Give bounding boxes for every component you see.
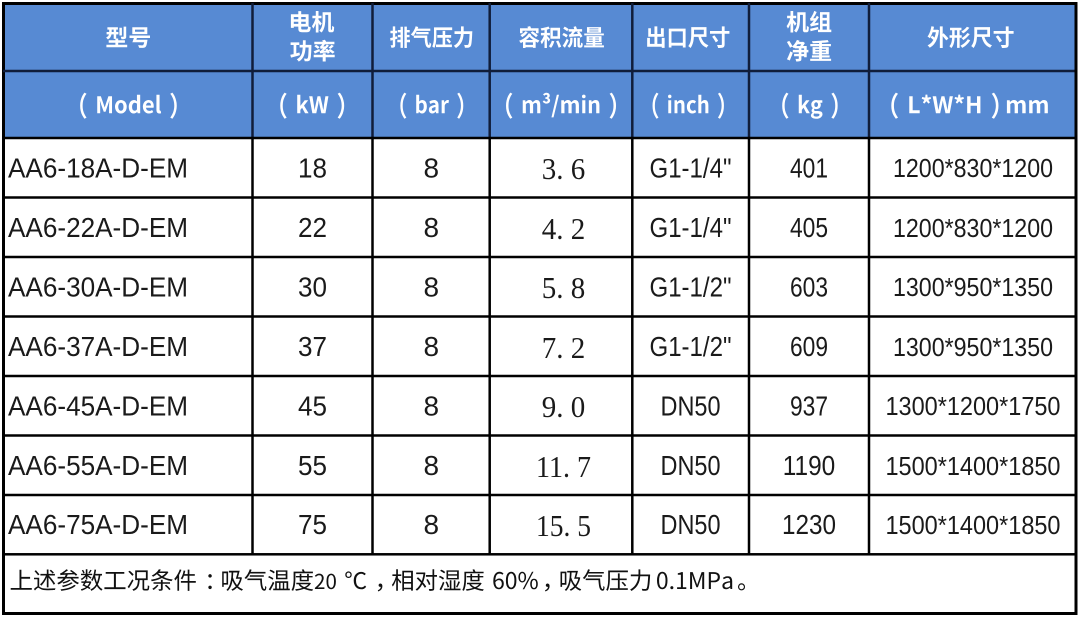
svg-text:1200*830*1200: 1200*830*1200 [893, 213, 1053, 243]
svg-text:8: 8 [423, 212, 439, 243]
svg-text:3. 6: 3. 6 [542, 151, 586, 186]
svg-text:15. 5: 15. 5 [536, 508, 591, 543]
svg-text:22: 22 [298, 212, 327, 243]
svg-text:1300*950*1350: 1300*950*1350 [893, 272, 1053, 302]
svg-text:1300*950*1350: 1300*950*1350 [893, 332, 1053, 362]
svg-text:DN50: DN50 [661, 390, 721, 421]
svg-text:1200*830*1200: 1200*830*1200 [893, 153, 1053, 183]
svg-text:1500*1400*1850: 1500*1400*1850 [886, 510, 1061, 540]
svg-text:G1-1/2": G1-1/2" [650, 331, 732, 362]
svg-text:G1-1/4": G1-1/4" [650, 152, 732, 183]
svg-text:AA6-55A-D-EM: AA6-55A-D-EM [8, 450, 188, 481]
svg-text:45: 45 [298, 390, 327, 421]
svg-text:AA6-37A-D-EM: AA6-37A-D-EM [8, 331, 188, 362]
svg-text:30: 30 [298, 271, 327, 302]
svg-text:401: 401 [790, 152, 828, 183]
svg-text:AA6-75A-D-EM: AA6-75A-D-EM [8, 509, 188, 540]
svg-text:DN50: DN50 [661, 509, 721, 540]
svg-text:937: 937 [790, 390, 828, 421]
svg-text:G1-1/2": G1-1/2" [650, 271, 732, 302]
svg-text:18: 18 [298, 152, 327, 183]
svg-text:AA6-45A-D-EM: AA6-45A-D-EM [8, 390, 188, 421]
svg-text:609: 609 [790, 331, 828, 362]
svg-text:AA6-30A-D-EM: AA6-30A-D-EM [8, 271, 188, 302]
svg-text:8: 8 [423, 450, 439, 481]
svg-text:11. 7: 11. 7 [536, 449, 591, 484]
svg-text:9. 0: 9. 0 [542, 389, 586, 424]
svg-text:8: 8 [423, 331, 439, 362]
svg-text:8: 8 [423, 152, 439, 183]
svg-text:4. 2: 4. 2 [542, 211, 586, 246]
svg-text:AA6-22A-D-EM: AA6-22A-D-EM [8, 212, 188, 243]
svg-text:8: 8 [423, 509, 439, 540]
svg-text:1500*1400*1850: 1500*1400*1850 [886, 451, 1061, 481]
svg-text:5. 8: 5. 8 [542, 270, 586, 305]
svg-text:G1-1/4": G1-1/4" [650, 212, 732, 243]
svg-text:DN50: DN50 [661, 450, 721, 481]
svg-text:1230: 1230 [782, 509, 836, 540]
svg-text:37: 37 [298, 331, 327, 362]
svg-text:55: 55 [298, 450, 327, 481]
svg-text:1190: 1190 [783, 450, 836, 481]
svg-text:8: 8 [423, 390, 439, 421]
svg-text:603: 603 [790, 271, 828, 302]
svg-text:1300*1200*1750: 1300*1200*1750 [886, 391, 1061, 421]
svg-text:75: 75 [298, 509, 327, 540]
svg-text:405: 405 [790, 212, 828, 243]
svg-text:AA6-18A-D-EM: AA6-18A-D-EM [8, 152, 188, 183]
svg-text:7. 2: 7. 2 [542, 330, 586, 365]
svg-text:8: 8 [423, 271, 439, 302]
